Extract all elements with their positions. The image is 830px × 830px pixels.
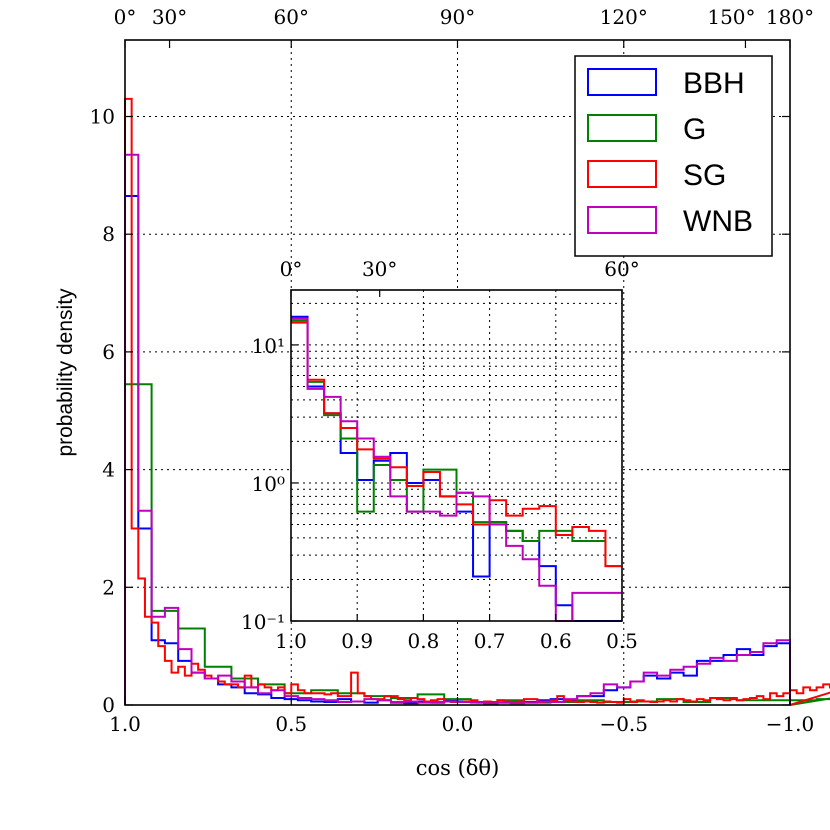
y-tick-label: 4: [102, 458, 115, 482]
inset-x-tick-label: 1.0: [275, 629, 307, 653]
y-tick-label: 0: [102, 693, 115, 717]
legend-swatch-bbh: [587, 68, 657, 96]
y-axis-label: probability density: [54, 288, 77, 457]
top-tick-label: 90°: [440, 5, 475, 29]
top-tick-label: 120°: [600, 5, 648, 29]
y-tick-label: 8: [102, 222, 115, 246]
histogram-line-bbh: [124, 194, 791, 705]
legend-swatch-g: [587, 114, 657, 142]
x-tick-label: 1.0: [109, 712, 141, 736]
legend-label-bbh: BBH: [683, 67, 745, 100]
legend-label-wnb: WNB: [683, 205, 753, 238]
y-tick-label: 10: [90, 105, 115, 129]
inset-x-tick-label: 0.9: [341, 629, 373, 653]
x-tick-label: 0.5: [275, 712, 307, 736]
top-tick-label: 60°: [274, 5, 309, 29]
inset-y-tick-label: 10⁻¹: [241, 610, 285, 634]
inset-top-tick-label: 0°: [280, 257, 303, 281]
top-tick-label: 0°: [114, 5, 137, 29]
inset-top-tick-label: 60°: [604, 257, 639, 281]
top-tick-label: 150°: [707, 5, 755, 29]
x-axis-label: cos (δθ): [416, 756, 500, 780]
legend-swatch-wnb: [587, 206, 657, 234]
inset-series-wnb: [291, 317, 622, 622]
legend: BBH G SG WNB: [574, 55, 773, 257]
inset-background: [291, 290, 622, 621]
legend-label-sg: SG: [683, 159, 726, 192]
inset-x-tick-label: 0.6: [540, 629, 572, 653]
inset-x-tick-label: 0.8: [407, 629, 439, 653]
histogram-line-sg: [124, 97, 830, 706]
inset-x-tick-label: 0.7: [474, 629, 506, 653]
x-tick-label: 0.0: [442, 712, 474, 736]
inset-series-g: [291, 319, 622, 568]
inset-x-tick-label: 0.5: [606, 629, 638, 653]
top-tick-label: 180°: [766, 5, 814, 29]
legend-label-g: G: [683, 113, 706, 146]
top-tick-label: 30°: [152, 5, 187, 29]
inset-histogram-line-wnb: [291, 317, 622, 622]
inset-histogram-line-g: [291, 319, 622, 568]
inset-axes-frame: [290, 289, 623, 622]
series-bbh: [124, 194, 791, 705]
inset-grid: [290, 290, 623, 622]
x-tick-label: −1.0: [766, 712, 815, 736]
inset-top-tick-label: 30°: [362, 257, 397, 281]
x-tick-label: −0.5: [599, 712, 648, 736]
y-tick-label: 6: [102, 340, 115, 364]
y-tick-label: 2: [102, 575, 115, 599]
legend-swatch-sg: [587, 160, 657, 188]
series-sg: [124, 97, 830, 706]
legend-box: [574, 55, 773, 257]
inset-y-tick-label: 10⁰: [252, 472, 285, 496]
inset-y-tick-label: 10¹: [252, 334, 285, 358]
